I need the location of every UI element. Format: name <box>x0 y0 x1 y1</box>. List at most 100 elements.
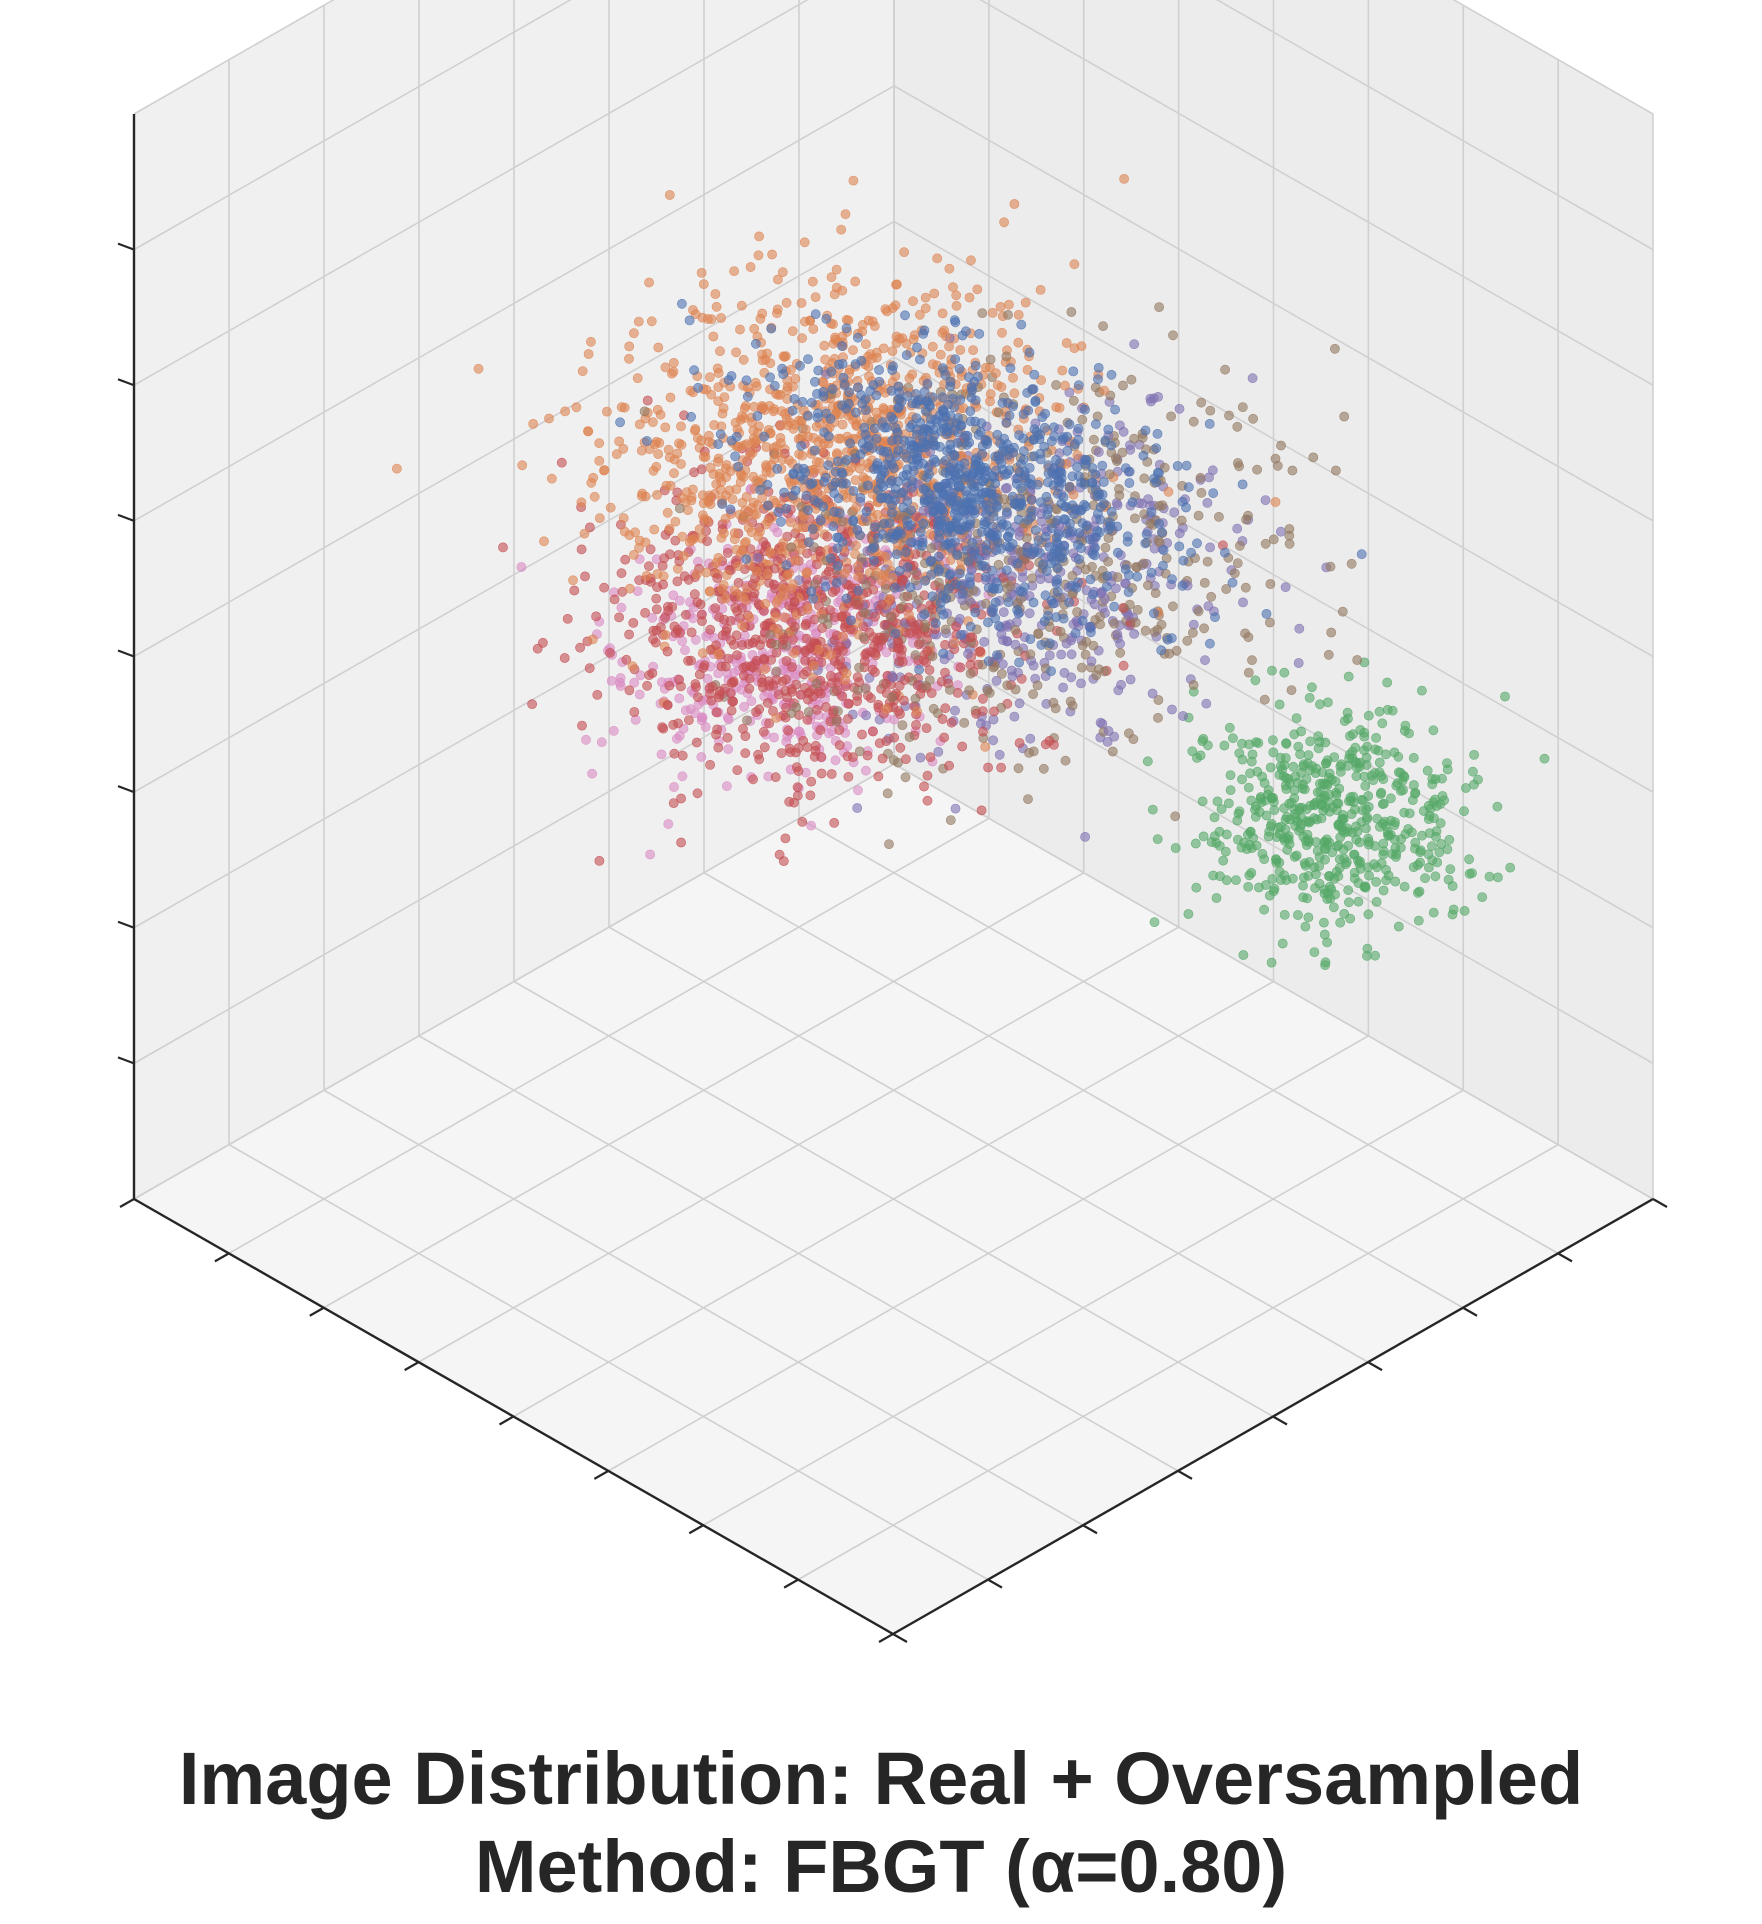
scatter-point <box>1346 558 1357 569</box>
gridline-rightwall-horizontal <box>1215 0 1654 251</box>
scatter-point <box>1042 509 1053 520</box>
scatter-point <box>594 513 605 523</box>
scatter-point <box>577 366 588 377</box>
scatter-point <box>1360 882 1371 893</box>
scatter-point <box>803 354 813 364</box>
scatter-point <box>1320 737 1331 748</box>
scatter-point <box>884 518 895 529</box>
scatter-point <box>819 438 829 449</box>
scatter-point <box>1178 555 1189 566</box>
scatter-point <box>806 820 816 831</box>
scatter-point <box>969 505 980 516</box>
scatter-point <box>879 620 890 630</box>
scatter-point <box>1018 446 1029 456</box>
scatter-point <box>1430 871 1441 882</box>
scatter-point <box>902 477 912 488</box>
scatter-point <box>1001 417 1012 428</box>
scatter-point <box>1370 950 1380 961</box>
scatter-point <box>829 289 840 300</box>
scatter-point <box>839 568 850 578</box>
scatter-point <box>1003 597 1014 607</box>
scatter-point <box>1197 796 1208 807</box>
scatter-point <box>684 315 695 326</box>
scatter-point <box>674 595 685 606</box>
scatter-point <box>869 321 880 331</box>
scatter-point <box>668 366 679 377</box>
scatter-point <box>580 571 590 582</box>
scatter-point <box>959 458 970 469</box>
scatter-point <box>732 765 743 775</box>
scatter-point <box>833 456 843 467</box>
scatter-point <box>920 292 931 303</box>
scatter-point <box>1220 547 1230 558</box>
z-axis-tick <box>117 920 135 929</box>
x-axis-tick <box>309 1306 325 1317</box>
scatter-point <box>923 434 934 445</box>
scatter-point <box>781 297 792 308</box>
scatter-point <box>794 727 805 737</box>
scatter-point <box>1174 403 1185 414</box>
scatter-point <box>978 693 988 704</box>
scatter-point <box>881 678 891 689</box>
scatter-point <box>1196 487 1207 498</box>
scatter-point <box>664 452 675 463</box>
scatter-point <box>651 593 662 604</box>
scatter-point <box>769 380 780 391</box>
scatter-point <box>1281 738 1292 749</box>
scatter-point <box>761 442 772 452</box>
scatter-point <box>763 676 774 687</box>
scatter-point <box>983 617 993 628</box>
scatter-point <box>796 440 806 451</box>
scatter-point <box>660 630 671 640</box>
scatter-point <box>1243 782 1254 793</box>
scatter-point <box>1211 893 1222 903</box>
scatter-point <box>653 342 664 353</box>
scatter-point <box>672 624 683 635</box>
scatter-point <box>1085 534 1095 545</box>
scatter-point <box>1243 829 1253 840</box>
scatter-point <box>1115 638 1125 649</box>
scatter-point <box>1022 387 1033 398</box>
scatter-point <box>1033 629 1044 640</box>
scatter-point <box>527 699 537 710</box>
scatter-point <box>861 506 872 517</box>
scatter-point <box>1363 710 1374 721</box>
scatter-point <box>944 341 954 352</box>
scatter-point <box>993 407 1004 418</box>
scatter-point <box>1060 380 1070 391</box>
scatter-point <box>859 444 870 455</box>
scatter-point <box>1309 799 1320 809</box>
scatter-point <box>890 300 901 311</box>
scatter-point <box>1059 667 1070 678</box>
scatter-point <box>1069 343 1080 354</box>
scatter-point <box>778 369 789 380</box>
scatter-point <box>1378 849 1389 860</box>
scatter-point <box>677 750 688 761</box>
scatter-point <box>757 349 767 360</box>
scatter-point <box>711 558 722 568</box>
scatter-point <box>700 452 711 462</box>
scatter-point <box>664 190 675 200</box>
scatter-point <box>1080 649 1091 660</box>
scatter-point <box>1033 535 1044 545</box>
chart-title-line-2: Method: FBGT (α=0.80) <box>474 1825 1288 1908</box>
scatter-point <box>1187 746 1198 757</box>
scatter-point <box>1265 762 1276 773</box>
scatter-point <box>911 720 921 730</box>
scatter-point <box>690 424 701 434</box>
scatter-point <box>1141 529 1152 540</box>
scatter-point <box>1339 716 1350 726</box>
scatter-point <box>940 703 951 714</box>
scatter-point <box>672 733 682 744</box>
scatter-point <box>683 655 693 666</box>
scatter-point <box>744 673 755 684</box>
scatter-point <box>787 326 798 337</box>
scatter-point <box>912 629 923 639</box>
scatter-point <box>870 522 880 533</box>
scatter-point <box>619 526 630 537</box>
scatter-point <box>1067 500 1078 511</box>
scatter-point <box>1093 447 1104 457</box>
scatter-point <box>884 839 894 849</box>
scatter-point <box>1157 527 1167 538</box>
scatter-point <box>1259 854 1270 864</box>
